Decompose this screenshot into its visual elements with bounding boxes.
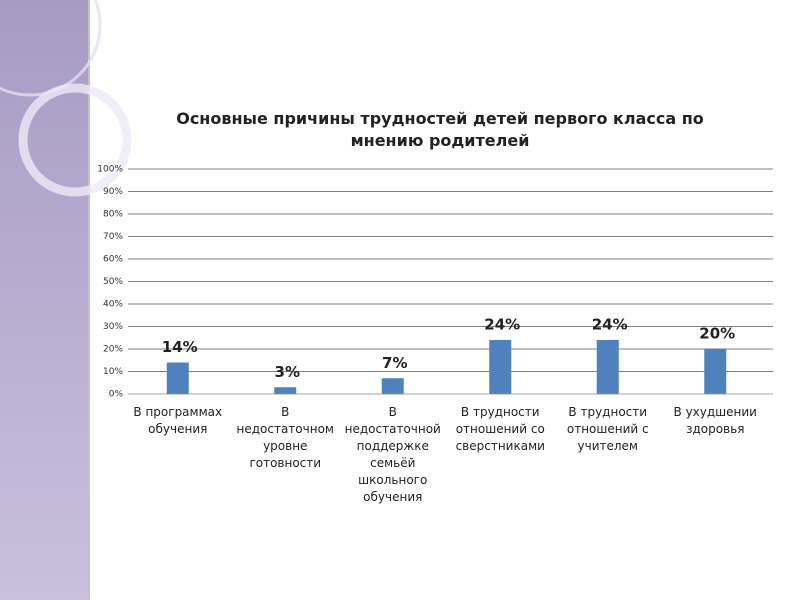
y-tick-label: 80%: [103, 210, 123, 220]
y-tick-label: 30%: [103, 322, 123, 332]
data-label: 24%: [484, 316, 520, 334]
y-tick-label: 70%: [103, 232, 123, 242]
x-tick-label: В программах обучения: [133, 405, 223, 436]
y-tick-label: 10%: [103, 367, 123, 377]
decor-circle: [0, 0, 102, 97]
bar: [596, 340, 619, 394]
y-tick-label: 60%: [103, 255, 123, 265]
x-tick-label: В недостаточном уровне готовности: [236, 405, 334, 470]
x-tick-label: В трудности отношений со сверстниками: [455, 405, 545, 453]
data-label: 24%: [592, 316, 628, 334]
y-tick-label: 90%: [103, 187, 123, 197]
data-label: 20%: [699, 325, 735, 343]
x-tick-label: В недостаточной поддержке семьёй школьно…: [344, 405, 441, 504]
y-tick-label: 40%: [103, 300, 123, 310]
y-tick-label: 0%: [109, 390, 124, 400]
chart-title: Основные причины трудностей детей первог…: [176, 109, 704, 150]
bar: [274, 387, 297, 394]
y-tick-label: 100%: [97, 165, 123, 175]
x-tick-label: В ухудшении здоровья: [673, 405, 757, 436]
bar: [166, 362, 189, 394]
data-label: 14%: [162, 338, 198, 356]
y-tick-label: 50%: [103, 277, 123, 287]
decor-circle: [18, 83, 132, 197]
bar: [381, 378, 404, 394]
bar: [489, 340, 512, 394]
y-tick-label: 20%: [103, 345, 123, 355]
bar: [704, 349, 727, 394]
x-tick-label: В трудности отношений с учителем: [566, 405, 649, 453]
data-label: 3%: [275, 363, 300, 381]
data-label: 7%: [382, 354, 407, 372]
